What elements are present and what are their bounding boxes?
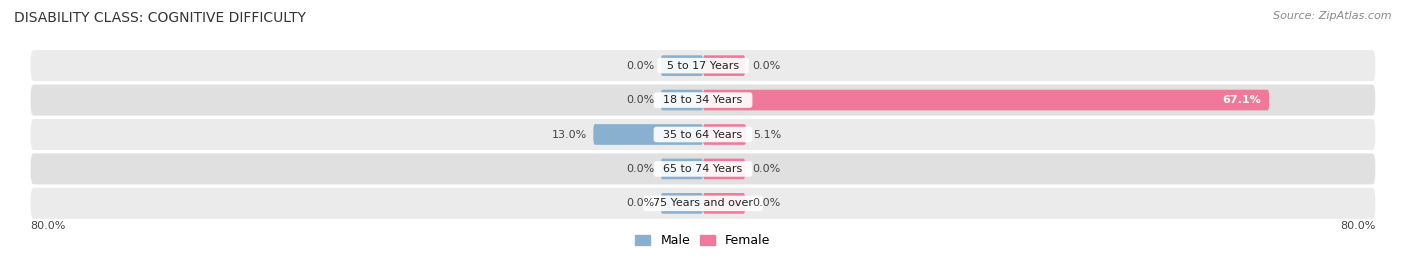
FancyBboxPatch shape: [31, 153, 1375, 185]
Text: 0.0%: 0.0%: [626, 164, 654, 174]
Text: 0.0%: 0.0%: [752, 164, 780, 174]
FancyBboxPatch shape: [661, 193, 703, 214]
FancyBboxPatch shape: [661, 159, 703, 179]
Text: 80.0%: 80.0%: [1340, 221, 1375, 231]
FancyBboxPatch shape: [703, 55, 745, 76]
Text: 67.1%: 67.1%: [1222, 95, 1261, 105]
Text: 65 to 74 Years: 65 to 74 Years: [657, 164, 749, 174]
FancyBboxPatch shape: [31, 84, 1375, 116]
Text: 13.0%: 13.0%: [551, 129, 586, 140]
FancyBboxPatch shape: [31, 188, 1375, 219]
Text: 0.0%: 0.0%: [626, 95, 654, 105]
FancyBboxPatch shape: [661, 55, 703, 76]
FancyBboxPatch shape: [703, 193, 745, 214]
Text: DISABILITY CLASS: COGNITIVE DIFFICULTY: DISABILITY CLASS: COGNITIVE DIFFICULTY: [14, 11, 307, 25]
FancyBboxPatch shape: [31, 50, 1375, 81]
Text: 35 to 64 Years: 35 to 64 Years: [657, 129, 749, 140]
FancyBboxPatch shape: [593, 124, 703, 145]
Text: 0.0%: 0.0%: [626, 198, 654, 208]
Text: 5.1%: 5.1%: [752, 129, 780, 140]
Text: 0.0%: 0.0%: [752, 198, 780, 208]
Text: 75 Years and over: 75 Years and over: [645, 198, 761, 208]
Legend: Male, Female: Male, Female: [630, 229, 776, 252]
Text: 0.0%: 0.0%: [626, 61, 654, 71]
FancyBboxPatch shape: [703, 159, 745, 179]
FancyBboxPatch shape: [703, 124, 747, 145]
Text: 5 to 17 Years: 5 to 17 Years: [659, 61, 747, 71]
Text: 18 to 34 Years: 18 to 34 Years: [657, 95, 749, 105]
FancyBboxPatch shape: [703, 90, 1270, 110]
Text: 80.0%: 80.0%: [31, 221, 66, 231]
FancyBboxPatch shape: [661, 90, 703, 110]
FancyBboxPatch shape: [31, 119, 1375, 150]
Text: 0.0%: 0.0%: [752, 61, 780, 71]
Text: Source: ZipAtlas.com: Source: ZipAtlas.com: [1274, 11, 1392, 21]
